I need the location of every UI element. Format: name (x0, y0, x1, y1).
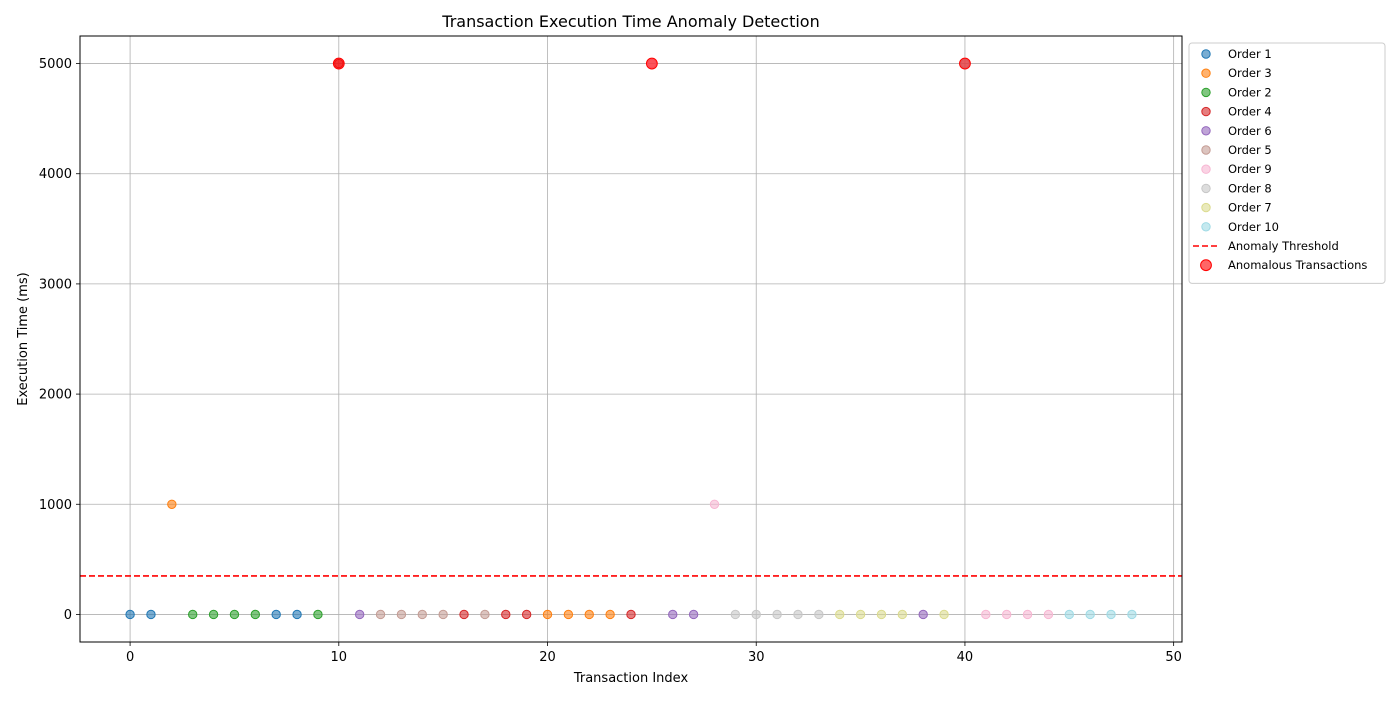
x-tick-label: 10 (331, 650, 348, 665)
anomaly-point (332, 57, 345, 70)
legend-marker (1201, 87, 1211, 98)
data-point (542, 609, 553, 620)
legend-marker (1201, 126, 1211, 136)
legend-label: Order 6 (1228, 124, 1272, 138)
data-point (751, 609, 761, 620)
data-point (208, 609, 219, 620)
data-point (1085, 609, 1095, 620)
legend-label: Order 1 (1228, 47, 1272, 61)
y-axis-label: Execution Time (ms) (16, 272, 31, 405)
y-axis-ticks: 0 1000 2000 3000 4000 5000 (39, 57, 80, 623)
data-point (939, 609, 949, 620)
grid-lines (80, 36, 1182, 642)
data-point (1022, 609, 1033, 620)
data-point (709, 499, 720, 509)
y-tick-label: 1000 (39, 498, 72, 513)
data-point (897, 609, 908, 620)
legend-label: Order 4 (1228, 105, 1272, 119)
x-tick-label: 50 (1165, 650, 1182, 665)
legend-marker (1201, 106, 1211, 117)
legend-marker (1201, 49, 1211, 59)
data-point (480, 609, 490, 620)
data-point (1043, 609, 1054, 620)
data-point (521, 609, 532, 620)
data-point (772, 609, 782, 620)
x-axis-ticks: 0 10 20 30 40 50 (126, 642, 1182, 665)
legend-label: Order 5 (1228, 143, 1272, 157)
data-point (1001, 609, 1012, 620)
data-point (167, 499, 177, 509)
data-point (793, 609, 803, 620)
data-point (229, 609, 240, 620)
x-tick-label: 0 (126, 650, 134, 665)
data-point (146, 609, 156, 620)
legend-label: Order 2 (1228, 85, 1272, 99)
y-tick-label: 0 (64, 608, 72, 623)
data-point (730, 609, 741, 620)
chart-title: Transaction Execution Time Anomaly Detec… (441, 12, 819, 31)
data-point (688, 609, 699, 620)
data-point (668, 609, 678, 620)
data-point (1064, 609, 1074, 620)
legend-label: Order 8 (1228, 181, 1272, 195)
data-point (855, 609, 866, 620)
anomaly-point (959, 57, 971, 70)
data-point (876, 609, 887, 620)
data-point (271, 609, 281, 620)
data-point (584, 609, 594, 620)
y-tick-label: 4000 (39, 167, 72, 182)
legend-label: Anomaly Threshold (1228, 239, 1339, 253)
legend-marker (1201, 202, 1211, 213)
data-point (250, 609, 261, 620)
data-point (1106, 609, 1116, 620)
legend-marker (1200, 259, 1212, 272)
x-axis-label: Transaction Index (573, 671, 689, 686)
data-point (459, 609, 469, 620)
legend-marker (1201, 145, 1211, 155)
anomaly-points (332, 57, 971, 70)
data-point (438, 609, 448, 620)
x-tick-label: 20 (539, 650, 556, 665)
x-tick-label: 30 (748, 650, 765, 665)
legend-label: Order 3 (1228, 66, 1272, 80)
data-point (918, 609, 928, 620)
data-points (125, 58, 1137, 620)
data-point (292, 609, 302, 620)
y-tick-label: 5000 (39, 57, 72, 72)
data-point (417, 609, 427, 620)
data-point (396, 609, 407, 620)
data-point (835, 609, 845, 620)
data-point (188, 609, 198, 620)
legend: Order 1 Order 3 Order 2 Order 4 Order 6 Order… (1188, 42, 1386, 284)
anomaly-point (645, 57, 658, 70)
data-point (626, 609, 636, 620)
legend-label: Anomalous Transactions (1228, 258, 1367, 272)
y-tick-label: 3000 (39, 277, 72, 292)
data-point (313, 609, 323, 620)
legend-marker (1201, 183, 1211, 194)
legend-label: Order 9 (1228, 162, 1272, 176)
legend-box (1188, 42, 1386, 284)
data-point (125, 609, 135, 620)
legend-marker (1201, 164, 1211, 174)
legend-label: Order 10 (1228, 220, 1279, 234)
legend-marker (1201, 68, 1211, 78)
plot-frame (79, 35, 1183, 643)
legend-label: Order 7 (1228, 201, 1272, 215)
data-point (501, 609, 511, 620)
data-point (981, 609, 991, 620)
data-point (375, 609, 386, 620)
y-tick-label: 2000 (39, 388, 72, 403)
x-tick-label: 40 (957, 650, 974, 665)
data-point (563, 609, 574, 620)
data-point (605, 609, 615, 620)
data-point (1127, 609, 1137, 620)
legend-marker (1201, 222, 1211, 232)
data-point (814, 609, 824, 620)
data-point (354, 609, 365, 620)
